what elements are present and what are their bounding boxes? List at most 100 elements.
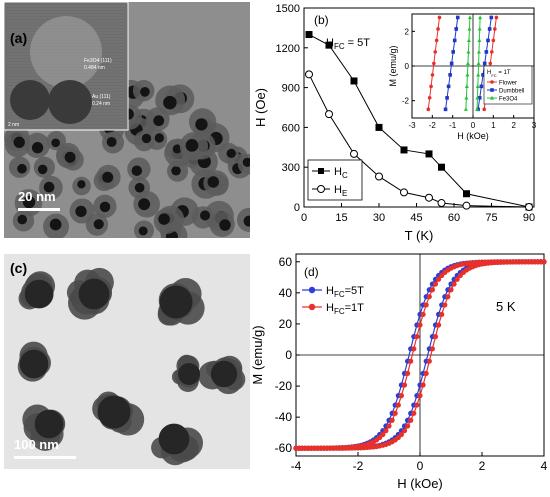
particle-core [219,219,231,231]
inset-point-fe3o4 [477,26,482,31]
loop-point-1t [429,346,435,352]
loop-point-1t [411,346,417,352]
x-axis-label: H (kOe) [397,476,443,491]
tem-image-a-canvas: Fe3O4 (111)0.484 nm Au (111)0.24 nm 2 nm [4,2,250,238]
inset-y-axis-label: M (emu/g) [388,45,398,86]
particle-core [17,163,27,174]
inset-point-dumbbell [486,38,490,43]
loop-point-1t [436,322,442,328]
inset-point-dumbbell [445,96,449,100]
inset-point-dumbbell [487,27,492,31]
inset-point-dumbbell [451,50,455,54]
particle-core [102,171,114,183]
loop-point-1t [448,287,454,293]
inset-x-tick-label: 2 [511,121,516,130]
inset-point-flower [430,73,435,77]
x-tick-label: 2 [479,459,486,473]
loop-point-1t [398,393,404,399]
flower-core [178,363,200,385]
inset-point-dumbbell [482,61,487,66]
y-axis-label: M (emu/g) [252,325,265,384]
data-point-he [325,110,333,119]
inset-point-flower [433,50,438,54]
particle-core [138,198,151,211]
particle-core [163,95,177,110]
loop-point-1t [426,294,432,300]
legend-marker-hc [318,168,324,174]
loop-point-1t [432,333,439,340]
inset-x-tick-label: -3 [408,121,416,130]
x-tick-label: 60 [448,212,460,224]
inset-point-dumbbell [455,15,460,20]
flower-core [24,279,54,309]
au-core-left [10,80,50,120]
data-point-hc [400,146,408,154]
particle-core [75,205,87,218]
particle-core [140,86,150,97]
data-point-he [525,203,533,211]
loop-point-1t [454,276,460,282]
particle-core [154,133,164,143]
inset-point-flower [491,38,496,43]
temperature-note: 5 K [496,299,516,314]
flower-core [97,395,131,429]
field-note-b: HFC = 5T [326,37,370,51]
loop-point-1t [423,370,429,377]
flower-core [210,360,238,388]
inset-point-fe3o4 [467,26,472,31]
flower-core [158,423,190,455]
inset-point-dumbbell [448,73,452,77]
inset-point-fe3o4 [476,72,481,77]
particle-core [99,201,111,213]
y-tick-label: 20 [279,317,293,331]
data-point-hc [350,77,358,85]
particle-core [64,151,76,163]
x-tick-label: 15 [335,212,347,224]
x-tick-label: 0 [417,459,424,473]
inset-point-fe3o4 [466,38,471,43]
y-tick-label: -60 [275,441,293,455]
legend-label-0: HFC=5T [326,285,364,299]
y-axis-label: H (Oe) [253,88,268,127]
loop-point-1t [411,410,417,416]
loop-point-1t [414,402,420,408]
x-tick-label: 75 [485,212,497,224]
loop-point-1t [436,276,442,282]
inset-point-flower [429,84,433,89]
inset-y-tick-label: 2 [405,27,410,36]
x-tick-label: 0 [301,212,307,224]
inset-x-tick-label: -1 [449,121,457,130]
inset-point-flower [437,15,442,20]
loop-point-1t [408,358,414,364]
inset-point-fe3o4 [476,49,481,54]
inset-point-fe3o4 [475,107,480,111]
inset-x-tick-label: 0 [471,121,476,130]
legend-box [307,159,363,201]
flower-core [78,278,110,310]
loop-point-1t [414,333,420,340]
particle-core [226,148,236,159]
y-tick-label: 900 [282,83,300,95]
y-tick-label: 60 [279,255,293,269]
particle-core [51,138,61,148]
chart-hc-he-vs-temperature: 0 15 30 45 60 75 90 0 300 600 900 1200 1500 T (K) H (O… [252,0,550,246]
inset-legend-title: HFC = 1T [487,70,511,78]
loop-point-1t [398,431,404,438]
inset-x-tick-label: 1 [491,121,496,130]
inset-point-fe3o4 [464,84,469,88]
data-point-he [462,201,471,210]
tem-image-flower: (c) 100 nm [4,254,250,469]
inset-point-fe3o4 [463,107,468,111]
inset-point-fe3o4 [477,38,482,43]
particle-core [106,136,117,147]
particle-core [31,142,44,154]
scale-bar-c [14,456,76,459]
inset-annotation: 0.24 nm [92,101,110,107]
loop-point-1t [439,311,445,317]
data-point-hc [425,150,433,158]
scale-bar-a [18,208,60,211]
loop-point-1t [442,302,448,308]
inset-annotation: 0.484 nm [84,65,105,71]
y-tick-label: 40 [279,286,293,300]
